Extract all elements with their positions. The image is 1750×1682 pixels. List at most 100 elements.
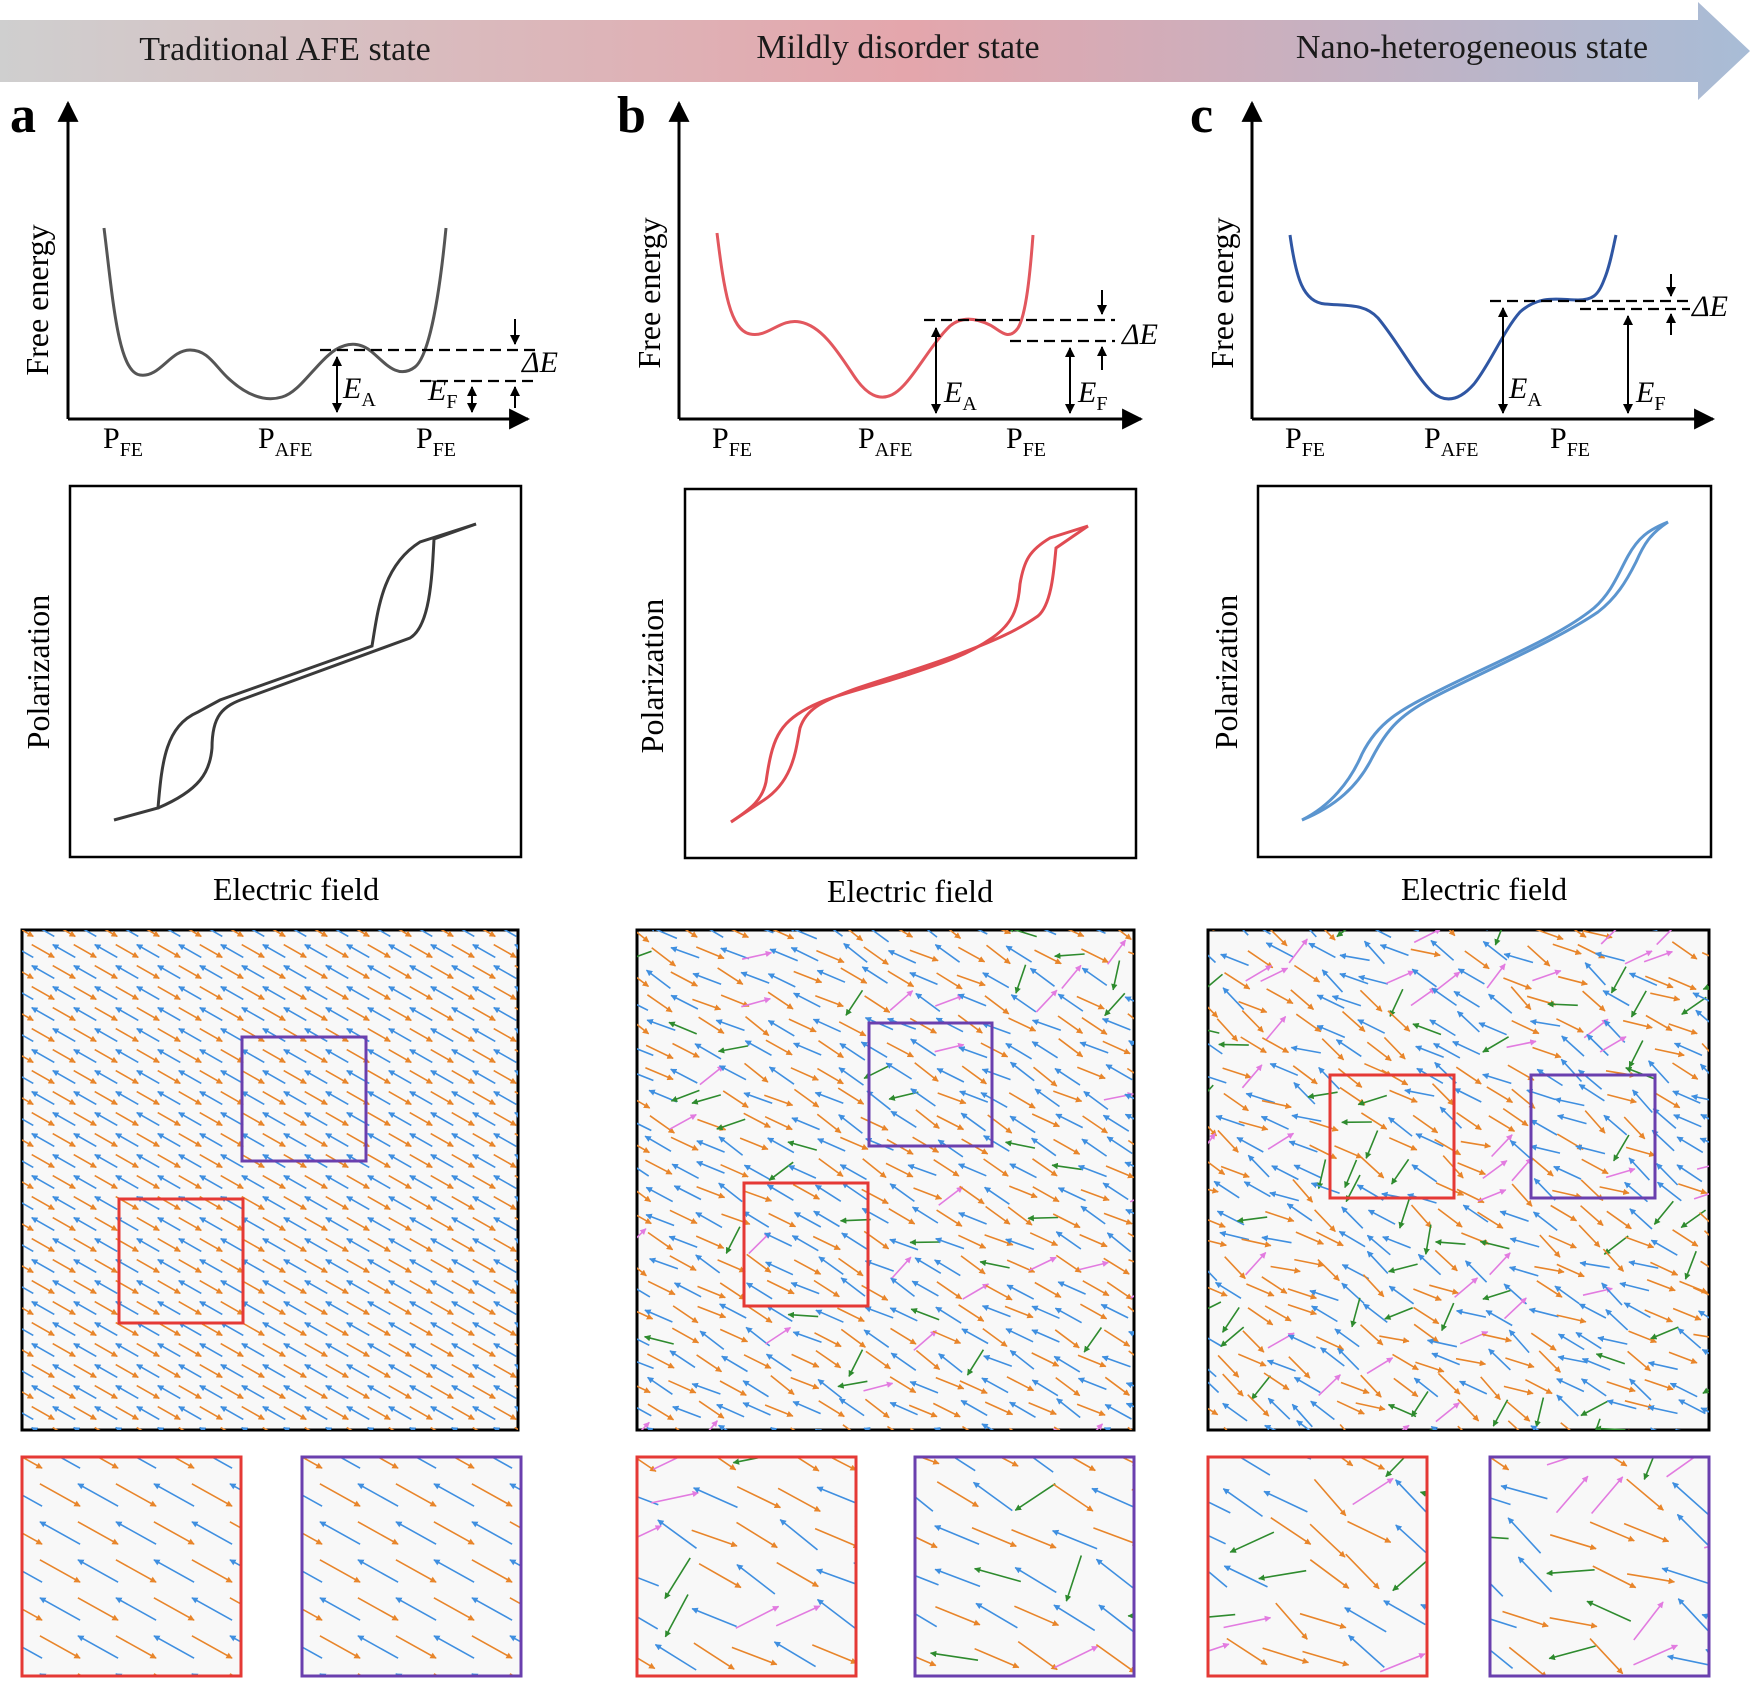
panel-a-inset-red-arrow-47 bbox=[229, 1597, 241, 1605]
panel-a-map-arrow-245 bbox=[220, 1090, 244, 1106]
panel-a-map-arrow-125 bbox=[430, 985, 454, 1001]
panel-a-map-arrow-238 bbox=[73, 1090, 97, 1106]
panel-a-map-arrow-646 bbox=[451, 1405, 475, 1421]
panel-b-map-arrow-207 bbox=[603, 1110, 627, 1128]
panel-b-map-arrow-74 bbox=[717, 967, 744, 985]
panel-a-map-arrow-6 bbox=[116, 903, 139, 916]
panel-b-map-arrow-230 bbox=[609, 1129, 617, 1158]
panel-a-map-arrow-619 bbox=[430, 1384, 454, 1400]
panel-b-map-arrow-506 bbox=[602, 1428, 629, 1440]
panel-a-map-arrow-618 bbox=[409, 1384, 433, 1400]
panel-a-map-arrow-603 bbox=[94, 1384, 118, 1400]
panel-a-inset-red-arrow-55 bbox=[229, 1635, 241, 1643]
panel-b-map-arrow-515 bbox=[814, 1428, 822, 1430]
panel-a-inset-red-arrow-31 bbox=[229, 1521, 241, 1529]
panel-a-map-arrow-527 bbox=[136, 1321, 160, 1337]
panel-b-map-arrow-131 bbox=[981, 1022, 1011, 1035]
panel-a-map-arrow-191 bbox=[178, 1048, 202, 1064]
panel-a-map-arrow-52 bbox=[0, 945, 12, 958]
panel-a-map-arrow-69 bbox=[346, 943, 370, 959]
panel-a-map-arrow-296 bbox=[199, 1132, 223, 1148]
panel-b-map-arrow-123 bbox=[788, 1018, 817, 1033]
panel-a-map-arrow-97 bbox=[388, 964, 412, 980]
panel-a-map-arrow-66 bbox=[283, 943, 307, 959]
panel-a-map-arrow-209 bbox=[22, 1076, 34, 1085]
panel-a-map-arrow-556 bbox=[199, 1342, 223, 1358]
panel-a-map-arrow-470 bbox=[31, 1279, 55, 1295]
panel-a-map-arrow-465 bbox=[472, 1258, 496, 1274]
panel-b-map-arrow-26 bbox=[684, 930, 698, 938]
panel-b-map-arrow-41 bbox=[1043, 930, 1057, 936]
panel-b-map-arrow-80 bbox=[861, 966, 888, 984]
panel-a-map-arrow-227 bbox=[388, 1069, 412, 1085]
panel-a-map-arrow-258 bbox=[493, 1090, 517, 1106]
panel-a-map-arrow-0 bbox=[0, 903, 12, 916]
panel-a-map-arrow-401 bbox=[220, 1216, 244, 1232]
panel-a-map-arrow-461 bbox=[388, 1258, 412, 1274]
panel-a-map-arrow-563 bbox=[346, 1342, 370, 1358]
panel-a-map-arrow-657 bbox=[136, 1426, 143, 1430]
panel-b-map-arrow-368 bbox=[598, 1281, 624, 1296]
panel-a-map-arrow-128 bbox=[493, 985, 517, 1001]
panel-a-map-arrow-67 bbox=[304, 943, 328, 959]
panel-a-zoom-insets bbox=[20, 1446, 523, 1678]
panel-a-map-arrow-76 bbox=[493, 943, 517, 959]
panel-b-map-arrow-3 bbox=[673, 897, 700, 910]
panel-a-map-arrow-617 bbox=[388, 1384, 412, 1400]
panel-a-tick-left: PFE bbox=[103, 422, 143, 461]
panel-a-map-arrow-318 bbox=[115, 1153, 139, 1169]
panel-c-inset-purple-arrow-8 bbox=[1447, 1432, 1461, 1478]
panel-b-map-arrow-460 bbox=[600, 1380, 628, 1390]
panel-b-map-arrow-92 bbox=[600, 996, 626, 1011]
panel-b-inset-red-arrow-31 bbox=[854, 1525, 856, 1532]
panel-a-map-arrow-613 bbox=[304, 1384, 328, 1400]
panel-a-map-arrow-261 bbox=[22, 1118, 34, 1127]
panel-a-map-arrow-413 bbox=[472, 1216, 496, 1232]
panel-c-map-arrow-6 bbox=[1314, 911, 1344, 912]
panel-c-ea-label: EA bbox=[1508, 372, 1542, 411]
panel-a-inset-purple-arrow-35 bbox=[357, 1559, 399, 1583]
panel-a-map-arrow-365 bbox=[22, 1202, 34, 1211]
panel-b-map-arrow-73 bbox=[692, 972, 722, 985]
panel-c-inset-purple-arrow-23 bbox=[1708, 1483, 1709, 1491]
panel-a-map-arrow-416 bbox=[0, 1239, 12, 1252]
panel-b-tick-left: PFE bbox=[712, 422, 752, 461]
panel-a-map-arrow-336 bbox=[493, 1153, 517, 1169]
panel-a-map-arrow-593 bbox=[430, 1363, 454, 1379]
panel-b-map-arrow-105 bbox=[915, 992, 941, 1013]
panel-a-map-arrow-641 bbox=[346, 1405, 370, 1421]
panel-b-map-arrow-95 bbox=[670, 994, 699, 1010]
panel-b-map-arrow-170 bbox=[816, 1067, 844, 1085]
panel-b-map-arrow-124 bbox=[812, 1018, 842, 1033]
panel-a-map-arrow-65 bbox=[262, 943, 286, 959]
panel-a-map-arrow-220 bbox=[241, 1069, 265, 1085]
panel-a-map-arrow-291 bbox=[94, 1132, 118, 1148]
panel-a-map-arrow-276 bbox=[325, 1111, 349, 1127]
panel-b-map-arrow-210 bbox=[669, 1113, 697, 1130]
panel-a-map-arrow-121 bbox=[346, 985, 370, 1001]
panel-a-map-arrow-567 bbox=[430, 1342, 454, 1358]
panel-a-inset-purple-arrow-31 bbox=[509, 1521, 521, 1529]
panel-a-inset-purple-arrow-33 bbox=[302, 1570, 323, 1583]
panel-b-map-arrow-59 bbox=[909, 949, 939, 962]
panel-b-map-arrow-437 bbox=[601, 1353, 627, 1367]
panel-a-map-arrow-579 bbox=[136, 1363, 160, 1379]
panel-a-map-arrow-570 bbox=[493, 1342, 517, 1358]
panel-a-tick-right: PFE bbox=[416, 422, 456, 461]
panel-a-map-arrow-272 bbox=[241, 1111, 265, 1127]
panel-b-map-arrow-317 bbox=[1027, 1214, 1059, 1222]
panel-a-map-arrow-558 bbox=[241, 1342, 265, 1358]
panel-b-map-arrow-1 bbox=[624, 900, 651, 914]
panel-b-map-arrow-42 bbox=[1067, 930, 1085, 938]
panel-a-map-arrow-104 bbox=[0, 987, 12, 1000]
panel-a-map-arrow-241 bbox=[136, 1090, 160, 1106]
panel-b-map-arrow-76 bbox=[767, 973, 796, 988]
panel-c-map-arrow-24 bbox=[1212, 930, 1220, 931]
panel-c-inset-purple-arrow-7 bbox=[1705, 1401, 1747, 1425]
panel-a-map-arrow-490 bbox=[451, 1279, 475, 1295]
panel-c-map-arrow-391 bbox=[1175, 1304, 1203, 1315]
panel-c-zoom-insets bbox=[1146, 1401, 1747, 1678]
panel-a-inset-purple-arrow-8 bbox=[244, 1446, 284, 1468]
panel-b-map-arrow-65 bbox=[1054, 952, 1085, 959]
panel-c-inset-red-arrow-0 bbox=[1146, 1409, 1191, 1425]
